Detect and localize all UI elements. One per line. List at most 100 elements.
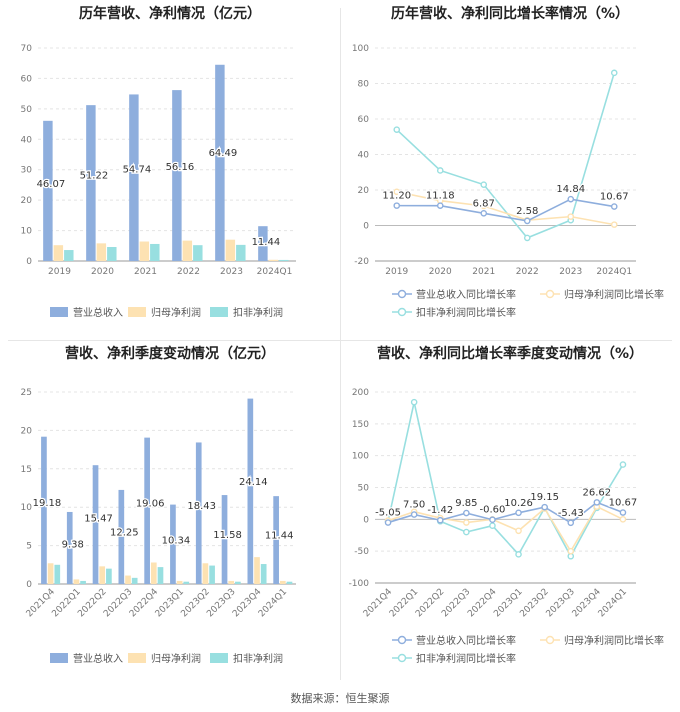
y-tick-label: 0 — [363, 222, 369, 232]
data-label: 9.38 — [62, 539, 84, 550]
bar — [54, 564, 61, 584]
x-tick-label: 2020 — [429, 267, 452, 277]
x-tick-label: 2023 — [559, 267, 582, 277]
legend-swatch — [50, 653, 68, 663]
y-tick-label: 20 — [21, 196, 33, 206]
data-point — [463, 528, 470, 536]
series-line — [396, 72, 616, 239]
quarterly-revenue-profit-svg: 营收、净利季度变动情况（亿元）05101520252021Q42022Q1202… — [21, 345, 296, 665]
legend-marker — [545, 289, 555, 299]
data-label: 14.84 — [556, 184, 585, 195]
x-tick-label: 2019 — [48, 267, 71, 277]
bar — [182, 240, 193, 261]
x-tick-label: 2023 — [220, 267, 243, 277]
data-point — [515, 551, 522, 558]
y-tick-label: 40 — [21, 135, 33, 145]
bar — [247, 398, 254, 584]
series-line — [396, 198, 615, 222]
data-label: 11.44 — [252, 237, 281, 248]
chart-title: 营收、净利季度变动情况（亿元） — [65, 345, 275, 362]
x-tick-label: 2020 — [91, 267, 114, 277]
bar — [202, 563, 209, 584]
data-label: -5.05 — [375, 508, 401, 519]
data-point — [593, 499, 601, 506]
y-tick-label: 30 — [21, 166, 33, 176]
bar — [118, 489, 125, 584]
bar — [193, 245, 203, 261]
bar — [279, 580, 286, 584]
data-point — [567, 213, 575, 220]
y-tick-label: 80 — [358, 80, 370, 90]
bar — [286, 581, 293, 584]
data-label: 19.15 — [530, 492, 559, 503]
y-tick-label: 20 — [358, 186, 370, 196]
data-label: 54.74 — [123, 164, 152, 175]
data-point — [515, 509, 522, 517]
legend-marker — [397, 307, 407, 317]
bar — [273, 496, 279, 584]
data-label: -1.42 — [427, 505, 453, 516]
x-tick-label: 2024Q1 — [257, 587, 289, 619]
data-point — [567, 519, 575, 527]
data-point — [489, 522, 496, 529]
data-label: 6.87 — [473, 198, 495, 209]
bar — [215, 64, 225, 261]
x-tick-label: 2024Q1 — [597, 587, 629, 619]
bar — [131, 577, 138, 584]
bar — [139, 241, 150, 261]
data-point — [384, 519, 392, 526]
data-label: 7.50 — [403, 500, 425, 511]
data-point — [436, 516, 444, 524]
legend-label: 扣非净利润同比增长率 — [416, 306, 516, 319]
bar — [92, 465, 99, 584]
bar — [279, 259, 289, 261]
data-point — [393, 126, 401, 133]
legend-label: 营业总收入 — [73, 306, 123, 319]
y-tick-label: 0 — [26, 580, 32, 590]
data-point — [436, 202, 444, 209]
y-tick-label: 40 — [358, 151, 370, 161]
data-point — [619, 516, 627, 523]
data-label: 10.67 — [600, 192, 629, 203]
y-tick-label: 10 — [21, 227, 33, 237]
data-label: 64.49 — [209, 148, 238, 159]
legend-label: 归母净利润 — [151, 652, 201, 665]
vertical-divider — [340, 8, 341, 680]
chart-title: 历年营收、净利情况（亿元） — [79, 5, 261, 22]
annual-revenue-profit-svg: 历年营收、净利情况（亿元） 0 10 20 30 40 50 60 70 2019 2020 2021… — [21, 5, 296, 319]
legend-swatch — [210, 653, 228, 663]
data-label: 24.14 — [239, 477, 268, 488]
y-tick-label: -50 — [354, 547, 369, 557]
x-tick-label: 2021 — [134, 267, 157, 277]
data-point — [610, 69, 618, 77]
x-tick-label: 2019 — [385, 267, 408, 277]
data-label: 56.16 — [166, 162, 195, 173]
data-label: 10.67 — [609, 498, 638, 509]
bar — [73, 579, 80, 584]
data-label: 46.07 — [37, 179, 66, 190]
y-tick-label: 60 — [358, 115, 370, 125]
y-tick-label: 20 — [21, 426, 33, 436]
data-label: 11.18 — [426, 191, 455, 202]
bar — [150, 243, 160, 261]
legend-marker — [397, 653, 407, 663]
bar — [86, 105, 96, 261]
series-line — [387, 505, 624, 553]
data-point — [610, 203, 618, 210]
bar — [47, 563, 54, 584]
data-label: 26.62 — [583, 487, 612, 498]
data-point — [567, 547, 575, 555]
horizontal-divider — [8, 340, 672, 341]
bar — [125, 575, 131, 584]
quarterly-growth-rate-chart: 营收、净利同比增长率季度变动情况（%） -100 -50 0 50 100 150 200 20… — [340, 340, 680, 688]
y-tick-label: 5 — [26, 542, 32, 552]
data-point — [541, 503, 548, 511]
data-point — [480, 181, 488, 188]
y-tick-label: 10 — [21, 503, 33, 513]
data-point — [523, 234, 531, 242]
legend-label: 扣非净利润 — [233, 306, 283, 319]
bar — [99, 566, 106, 584]
data-label: -5.43 — [558, 508, 584, 519]
bar — [107, 247, 117, 261]
x-tick-label: 2024Q1 — [596, 267, 632, 277]
